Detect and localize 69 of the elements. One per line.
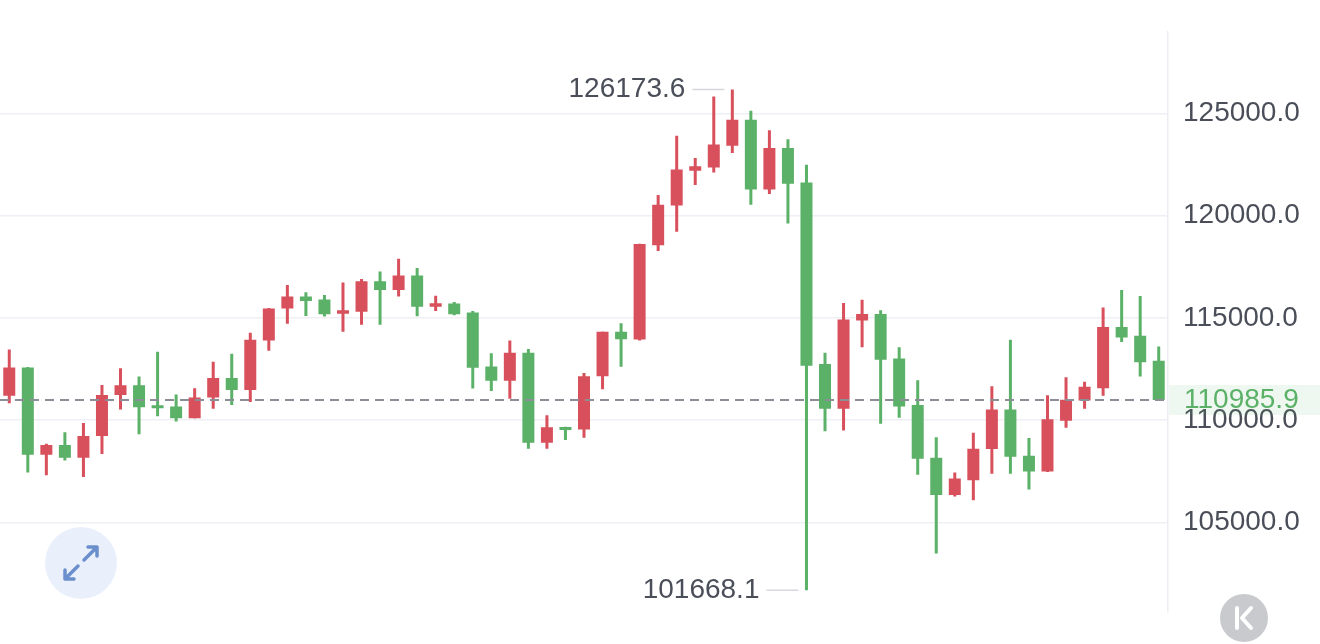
candlestick [21,366,34,473]
candlestick [374,271,387,325]
candlestick [615,323,628,367]
candlestick [318,295,331,317]
candlestick [281,285,294,324]
candlestick [930,437,943,554]
candlestick [911,380,924,475]
candlestick [114,368,127,410]
candlestick [559,426,572,441]
y-tick-label: 125000.0 [1183,96,1300,128]
candlestick [95,384,108,455]
candlestick [170,394,183,422]
y-tick-label: 105000.0 [1183,505,1300,536]
candlestick [466,310,479,389]
candlestick [837,302,850,431]
candlestick [874,310,887,424]
candlestick [225,353,238,405]
candlestick [948,472,961,497]
candlestick [726,89,739,153]
candlestick [1134,296,1147,377]
candlestick [744,110,757,205]
candlestick [336,282,349,332]
candlestick [1115,290,1128,343]
candlestick [985,386,998,474]
candlestick [1004,339,1017,474]
candlestick [299,292,312,317]
candlestick [781,139,794,224]
candlestick [596,331,609,390]
candlestick [1078,381,1091,409]
annotation: 126173.6 [568,72,686,104]
candlestick [819,352,832,432]
candlestick [503,340,516,399]
candlestick [77,422,90,478]
candlestick [3,349,16,404]
candlestick [1060,377,1073,428]
candlestick [540,415,553,449]
candlestick [633,243,646,341]
candlestick [707,96,720,173]
candlestick [856,299,869,348]
candlestick [133,376,146,435]
candlestick [967,432,980,501]
candlestick [207,361,220,409]
y-tick-label: 120000.0 [1183,198,1300,230]
candlestick [244,332,257,403]
candlestick [578,373,590,438]
candlestick [392,258,405,297]
annotation: 101668.1 [642,573,760,605]
candlestick [1152,346,1165,401]
candlestick [355,279,368,325]
candlestick [522,348,535,449]
candlestick [262,308,275,351]
candlestick [40,443,53,476]
candlestick [1097,307,1110,396]
candlestick [652,195,665,252]
candlestick [429,295,442,311]
candlestick [1022,438,1035,490]
candlestick [485,353,498,392]
candlestick [893,347,906,418]
candlestick [448,301,461,316]
candlestick [188,388,201,419]
candlestick [1041,395,1054,473]
candlestick [670,135,683,232]
candlestick [800,164,813,591]
candlestick [151,351,164,417]
y-tick-label: 115000.0 [1183,300,1298,332]
candlestick [763,130,776,195]
candlestick [411,268,424,317]
candlestick [689,158,702,186]
candlestick [58,432,71,461]
